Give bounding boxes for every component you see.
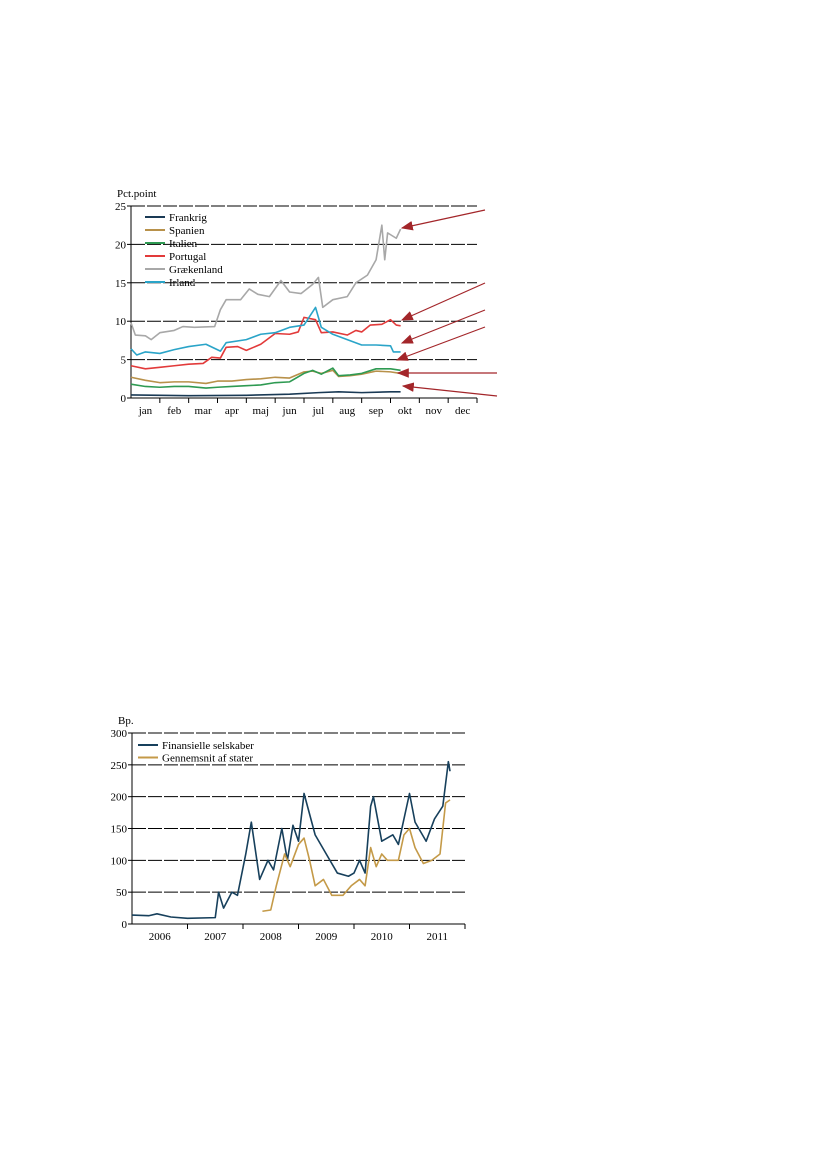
legend-label: Italien bbox=[169, 238, 198, 250]
series-line-irland bbox=[130, 306, 401, 356]
legend-spacer bbox=[143, 263, 145, 265]
x-tick-label: okt bbox=[398, 405, 412, 417]
y-axis-label: Bp. bbox=[118, 715, 134, 727]
x-tick-label: feb bbox=[167, 405, 182, 417]
legend-spacer bbox=[136, 752, 138, 754]
x-tick-label: 2006 bbox=[149, 931, 172, 943]
y-tick-label: 0 bbox=[121, 393, 127, 405]
x-tick-label: nov bbox=[426, 405, 443, 417]
annotation-arrow bbox=[400, 309, 486, 344]
series-line-finansielle selskaber bbox=[131, 760, 451, 920]
legend-label: Portugal bbox=[169, 251, 206, 263]
x-tick-label: 2009 bbox=[315, 931, 338, 943]
y-tick-label: 0 bbox=[122, 919, 128, 931]
legend-spacer bbox=[143, 224, 145, 226]
x-tick-label: mar bbox=[195, 405, 212, 417]
y-tick-label: 150 bbox=[111, 824, 128, 836]
x-tick-label: 2011 bbox=[426, 931, 448, 943]
x-tick-label: 2007 bbox=[204, 931, 227, 943]
y-tick-label: 5 bbox=[121, 355, 127, 367]
series-line-portugal bbox=[130, 316, 401, 370]
y-tick-label: 300 bbox=[111, 728, 128, 740]
annotation-arrow bbox=[395, 326, 486, 361]
legend-spacer bbox=[136, 739, 138, 741]
series-line-spanien bbox=[130, 369, 401, 385]
x-tick-label: jul bbox=[312, 405, 325, 417]
legend-spacer bbox=[143, 250, 145, 252]
legend-label: Frankrig bbox=[169, 212, 207, 224]
legend-label: Irland bbox=[169, 277, 196, 289]
x-tick-label: jan bbox=[138, 405, 153, 417]
y-tick-label: 10 bbox=[115, 316, 127, 328]
legend-label: Finansielle selskaber bbox=[162, 740, 254, 752]
series-line-italien bbox=[130, 367, 401, 389]
y-tick-label: 25 bbox=[115, 201, 127, 213]
y-axis-label: Pct.point bbox=[117, 188, 156, 200]
series-line-grækenland bbox=[130, 224, 402, 341]
x-tick-label: 2010 bbox=[371, 931, 394, 943]
x-tick-label: sep bbox=[369, 405, 384, 417]
x-tick-label: maj bbox=[253, 405, 270, 417]
legend-label: Spanien bbox=[169, 225, 205, 237]
x-tick-label: jun bbox=[282, 405, 298, 417]
legend-spacer bbox=[143, 276, 145, 278]
legend-label: Gennemsnit af stater bbox=[162, 753, 253, 765]
legend-spacer bbox=[143, 211, 145, 213]
x-tick-label: dec bbox=[455, 405, 470, 417]
legend-spacer bbox=[143, 237, 145, 239]
y-tick-label: 15 bbox=[115, 278, 127, 290]
annotation-arrow bbox=[401, 382, 498, 397]
y-tick-label: 50 bbox=[116, 887, 128, 899]
x-tick-label: apr bbox=[225, 405, 239, 417]
series-line-gennemsnit af stater bbox=[262, 799, 451, 913]
annotation-arrow bbox=[400, 282, 486, 321]
y-tick-label: 100 bbox=[111, 855, 128, 867]
y-tick-label: 200 bbox=[111, 792, 128, 804]
y-tick-label: 250 bbox=[111, 760, 128, 772]
x-tick-label: aug bbox=[339, 405, 355, 417]
annotation-arrow bbox=[400, 209, 486, 231]
y-tick-label: 20 bbox=[115, 239, 127, 251]
series-line-frankrig bbox=[130, 391, 401, 397]
legend-label: Grækenland bbox=[169, 264, 223, 276]
x-tick-label: 2008 bbox=[260, 931, 283, 943]
